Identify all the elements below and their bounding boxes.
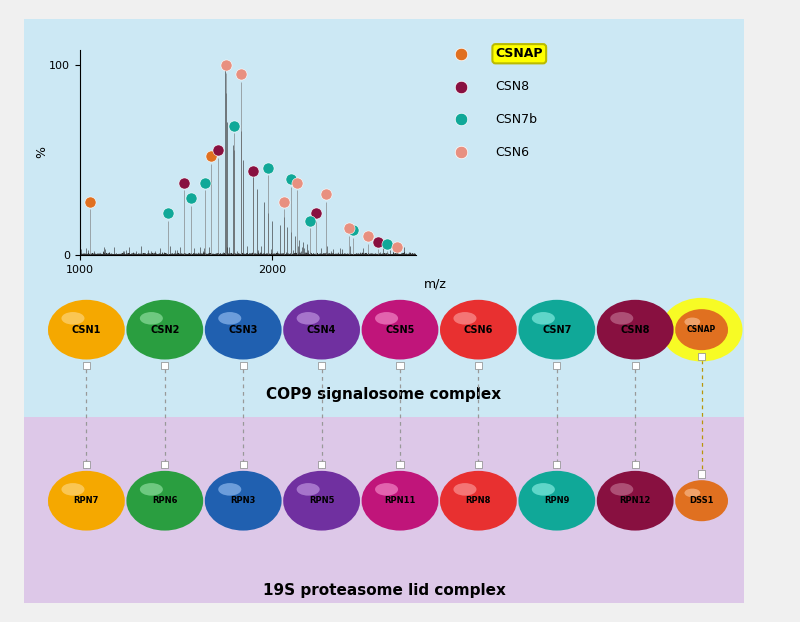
Text: RPN6: RPN6 xyxy=(152,496,178,505)
Text: CSN7: CSN7 xyxy=(542,325,571,335)
Text: RPN8: RPN8 xyxy=(466,496,491,505)
Text: COP9 signalosome complex: COP9 signalosome complex xyxy=(266,388,502,402)
Text: CSN1: CSN1 xyxy=(72,325,101,335)
Text: DSS1: DSS1 xyxy=(690,496,714,505)
Text: RPN9: RPN9 xyxy=(544,496,570,505)
Text: CSN8: CSN8 xyxy=(621,325,650,335)
FancyBboxPatch shape xyxy=(10,11,758,425)
Y-axis label: %: % xyxy=(35,146,48,159)
Text: CSN7b: CSN7b xyxy=(495,113,538,126)
Text: CSNAP: CSNAP xyxy=(495,47,543,60)
Text: CSNAP: CSNAP xyxy=(687,325,716,334)
Text: CSN3: CSN3 xyxy=(229,325,258,335)
FancyBboxPatch shape xyxy=(10,413,758,607)
Text: CSN6: CSN6 xyxy=(495,146,530,159)
Text: m/z: m/z xyxy=(424,278,446,291)
Text: RPN12: RPN12 xyxy=(619,496,651,505)
Text: CSN6: CSN6 xyxy=(464,325,493,335)
Text: RPN11: RPN11 xyxy=(384,496,416,505)
Text: RPN5: RPN5 xyxy=(309,496,334,505)
Text: CSN4: CSN4 xyxy=(307,325,336,335)
Text: CSN2: CSN2 xyxy=(150,325,179,335)
Text: RPN3: RPN3 xyxy=(230,496,256,505)
Text: CSN5: CSN5 xyxy=(386,325,414,335)
Text: CSN8: CSN8 xyxy=(495,80,530,93)
Text: RPN7: RPN7 xyxy=(74,496,99,505)
Text: 19S proteasome lid complex: 19S proteasome lid complex xyxy=(262,583,506,598)
